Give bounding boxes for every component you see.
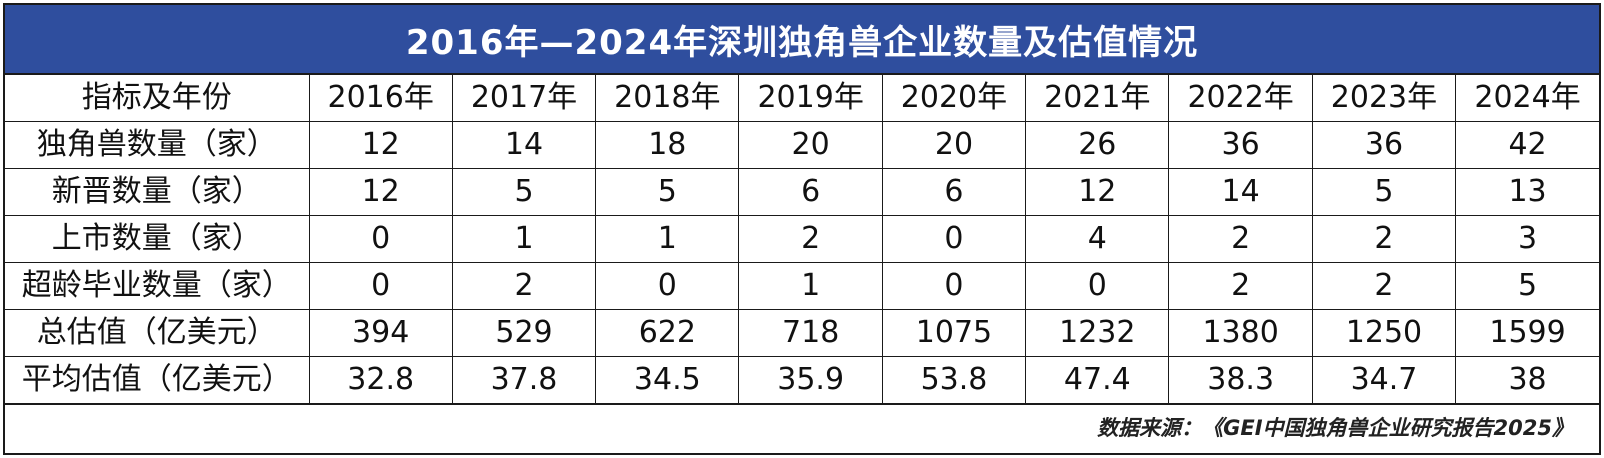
value-cell: 0	[308, 215, 453, 263]
value-cell: 34.7	[1311, 356, 1457, 404]
value-cell: 37.8	[451, 356, 597, 404]
row-label-cell: 新晋数量（家）	[5, 168, 310, 216]
row-label-cell: 上市数量（家）	[5, 215, 310, 263]
value-cell: 0	[881, 262, 1027, 310]
data-table: 指标及年份 2016年 2017年 2018年 2019年 2020年 2021年 2022年…	[5, 75, 1599, 404]
table-row: 平均估值（亿美元） 32.8 37.8 34.5 35.9 53.8 47.4 38.3 34.…	[5, 356, 1599, 404]
row-label-cell: 平均估值（亿美元）	[5, 356, 310, 404]
value-cell: 0	[308, 262, 453, 310]
value-cell: 1075	[881, 309, 1027, 357]
value-cell: 38	[1455, 356, 1599, 404]
source-note: 数据来源：《GEI中国独角兽企业研究报告2025》	[5, 404, 1599, 448]
header-year-cell: 2020年	[881, 75, 1027, 122]
table-frame: 2016年—2024年深圳独角兽企业数量及估值情况 指标及年份 2016年 2017…	[3, 3, 1601, 455]
value-cell: 529	[451, 309, 597, 357]
value-cell: 1232	[1025, 309, 1170, 357]
header-row: 指标及年份 2016年 2017年 2018年 2019年 2020年 2021年 2022年…	[5, 75, 1599, 122]
value-cell: 20	[881, 121, 1027, 169]
value-cell: 32.8	[308, 356, 453, 404]
header-label-cell: 指标及年份	[5, 75, 310, 122]
value-cell: 1	[451, 215, 597, 263]
value-cell: 14	[1168, 168, 1313, 216]
table-row: 独角兽数量（家） 12 14 18 20 20 26 36 36 42	[5, 121, 1599, 169]
table-row: 新晋数量（家） 12 5 5 6 6 12 14 5 13	[5, 168, 1599, 216]
value-cell: 20	[738, 121, 883, 169]
value-cell: 5	[1311, 168, 1457, 216]
value-cell: 47.4	[1025, 356, 1170, 404]
value-cell: 394	[308, 309, 453, 357]
table-row: 上市数量（家） 0 1 1 2 0 4 2 2 3	[5, 215, 1599, 263]
value-cell: 34.5	[595, 356, 740, 404]
value-cell: 5	[1455, 262, 1599, 310]
value-cell: 1380	[1168, 309, 1313, 357]
value-cell: 0	[595, 262, 740, 310]
value-cell: 35.9	[738, 356, 883, 404]
value-cell: 3	[1455, 215, 1599, 263]
value-cell: 2	[1311, 215, 1457, 263]
header-year-cell: 2016年	[308, 75, 453, 122]
value-cell: 6	[738, 168, 883, 216]
value-cell: 4	[1025, 215, 1170, 263]
header-year-cell: 2017年	[451, 75, 597, 122]
value-cell: 6	[881, 168, 1027, 216]
value-cell: 2	[1311, 262, 1457, 310]
value-cell: 36	[1311, 121, 1457, 169]
header-year-cell: 2018年	[595, 75, 740, 122]
value-cell: 36	[1168, 121, 1313, 169]
value-cell: 5	[595, 168, 740, 216]
value-cell: 53.8	[881, 356, 1027, 404]
value-cell: 1	[595, 215, 740, 263]
header-year-cell: 2024年	[1455, 75, 1599, 122]
header-year-cell: 2021年	[1025, 75, 1170, 122]
value-cell: 2	[451, 262, 597, 310]
value-cell: 2	[1168, 262, 1313, 310]
table-row: 超龄毕业数量（家） 0 2 0 1 0 0 2 2 5	[5, 262, 1599, 310]
value-cell: 718	[738, 309, 883, 357]
value-cell: 18	[595, 121, 740, 169]
row-label-cell: 总估值（亿美元）	[5, 309, 310, 357]
value-cell: 2	[738, 215, 883, 263]
value-cell: 13	[1455, 168, 1599, 216]
value-cell: 12	[1025, 168, 1170, 216]
value-cell: 5	[451, 168, 597, 216]
value-cell: 0	[1025, 262, 1170, 310]
value-cell: 38.3	[1168, 356, 1313, 404]
value-cell: 622	[595, 309, 740, 357]
header-year-cell: 2019年	[738, 75, 883, 122]
value-cell: 12	[308, 121, 453, 169]
value-cell: 2	[1168, 215, 1313, 263]
value-cell: 14	[451, 121, 597, 169]
header-year-cell: 2022年	[1168, 75, 1313, 122]
value-cell: 42	[1455, 121, 1599, 169]
row-label-cell: 独角兽数量（家）	[5, 121, 310, 169]
header-year-cell: 2023年	[1311, 75, 1457, 122]
row-label-cell: 超龄毕业数量（家）	[5, 262, 310, 310]
value-cell: 1	[738, 262, 883, 310]
value-cell: 0	[881, 215, 1027, 263]
table-row: 总估值（亿美元） 394 529 622 718 1075 1232 1380 1250 1599	[5, 309, 1599, 357]
value-cell: 1599	[1455, 309, 1599, 357]
table-title: 2016年—2024年深圳独角兽企业数量及估值情况	[5, 5, 1599, 75]
value-cell: 26	[1025, 121, 1170, 169]
value-cell: 1250	[1311, 309, 1457, 357]
value-cell: 12	[308, 168, 453, 216]
